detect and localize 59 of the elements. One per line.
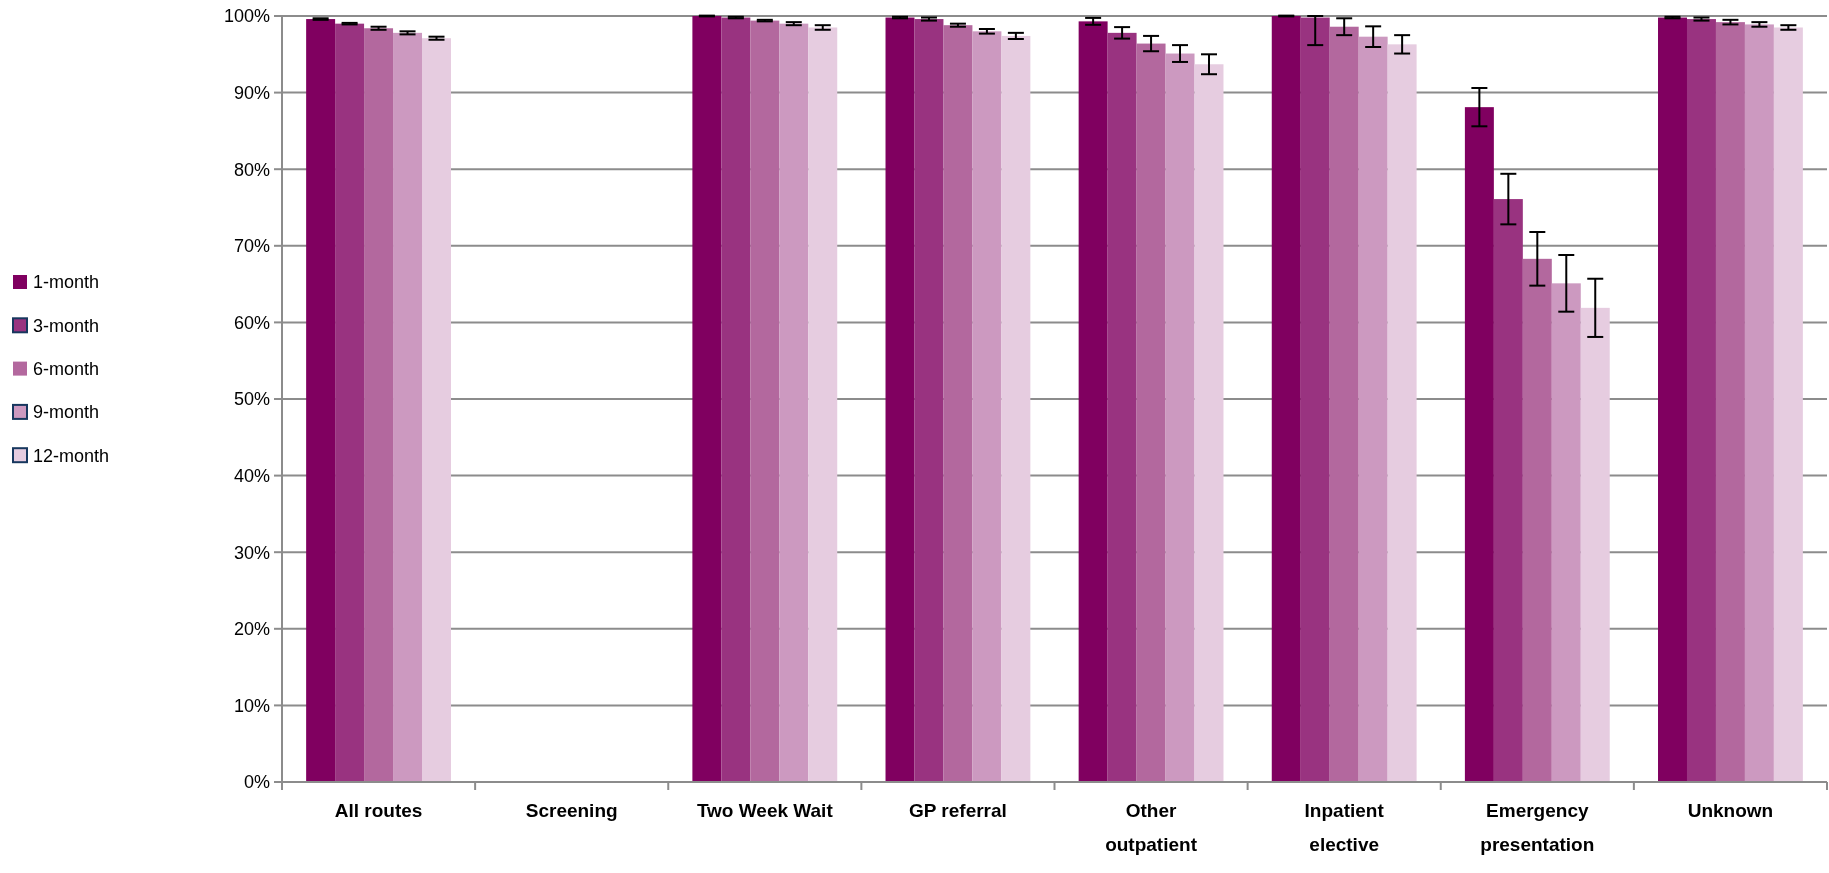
y-tick-label: 90% [233, 82, 270, 103]
x-tick-label: GP referral [908, 800, 1007, 821]
legend-label: 3-month [33, 315, 100, 336]
x-tick-label: Screening [525, 800, 618, 821]
bar [721, 17, 751, 782]
bar [1464, 107, 1494, 782]
bar [1136, 43, 1166, 782]
bar [1107, 32, 1137, 782]
bar [1522, 258, 1552, 782]
bar [1078, 21, 1108, 782]
bar [1773, 27, 1803, 782]
bar [1551, 283, 1581, 782]
bar [914, 19, 944, 782]
legend-label: 1-month [33, 272, 100, 293]
bar [1001, 35, 1031, 782]
y-tick-label: 50% [233, 389, 270, 410]
x-tick-label: Other outpatient [1105, 800, 1198, 855]
y-tick-label: 30% [233, 542, 270, 563]
bar [1358, 36, 1388, 782]
y-tick-label: 70% [233, 236, 270, 257]
bar [393, 32, 423, 782]
bar [422, 38, 451, 782]
bar [1686, 19, 1716, 782]
bar [750, 20, 780, 782]
bar [885, 17, 915, 782]
bar [1715, 22, 1745, 782]
y-tick-label: 60% [233, 312, 270, 333]
y-tick-label: 80% [233, 159, 270, 180]
x-tick-label: Unknown [1687, 800, 1774, 821]
bar [943, 25, 973, 782]
legend-label: 6-month [33, 358, 100, 379]
bar [1165, 53, 1195, 782]
x-tick-label: Two Week Wait [696, 800, 834, 821]
bar [1387, 44, 1417, 782]
bar [364, 28, 394, 782]
bar [1658, 17, 1687, 782]
bar [1744, 24, 1774, 782]
bar [1271, 16, 1301, 782]
legend-label: 9-month [33, 402, 100, 423]
x-tick-label: All routes [334, 800, 423, 821]
y-tick-label: 10% [233, 695, 270, 716]
y-tick-label: 20% [233, 619, 270, 640]
bar [335, 23, 365, 782]
bar [306, 19, 336, 782]
bar [972, 31, 1002, 782]
bar [1329, 26, 1359, 782]
bar [692, 16, 722, 782]
y-tick-label: 0% [243, 772, 270, 793]
bar [1300, 17, 1330, 782]
x-tick-label: Emergency presentation [1480, 800, 1595, 855]
bar [779, 23, 809, 782]
legend-label: 12-month [33, 445, 110, 466]
bar [808, 27, 838, 782]
y-tick-label: 40% [233, 465, 270, 486]
bar [1194, 64, 1224, 782]
bar [1580, 307, 1610, 782]
x-tick-label: Inpatient elective [1304, 800, 1385, 855]
bar [1493, 199, 1523, 782]
y-tick-label: 100% [223, 6, 270, 27]
